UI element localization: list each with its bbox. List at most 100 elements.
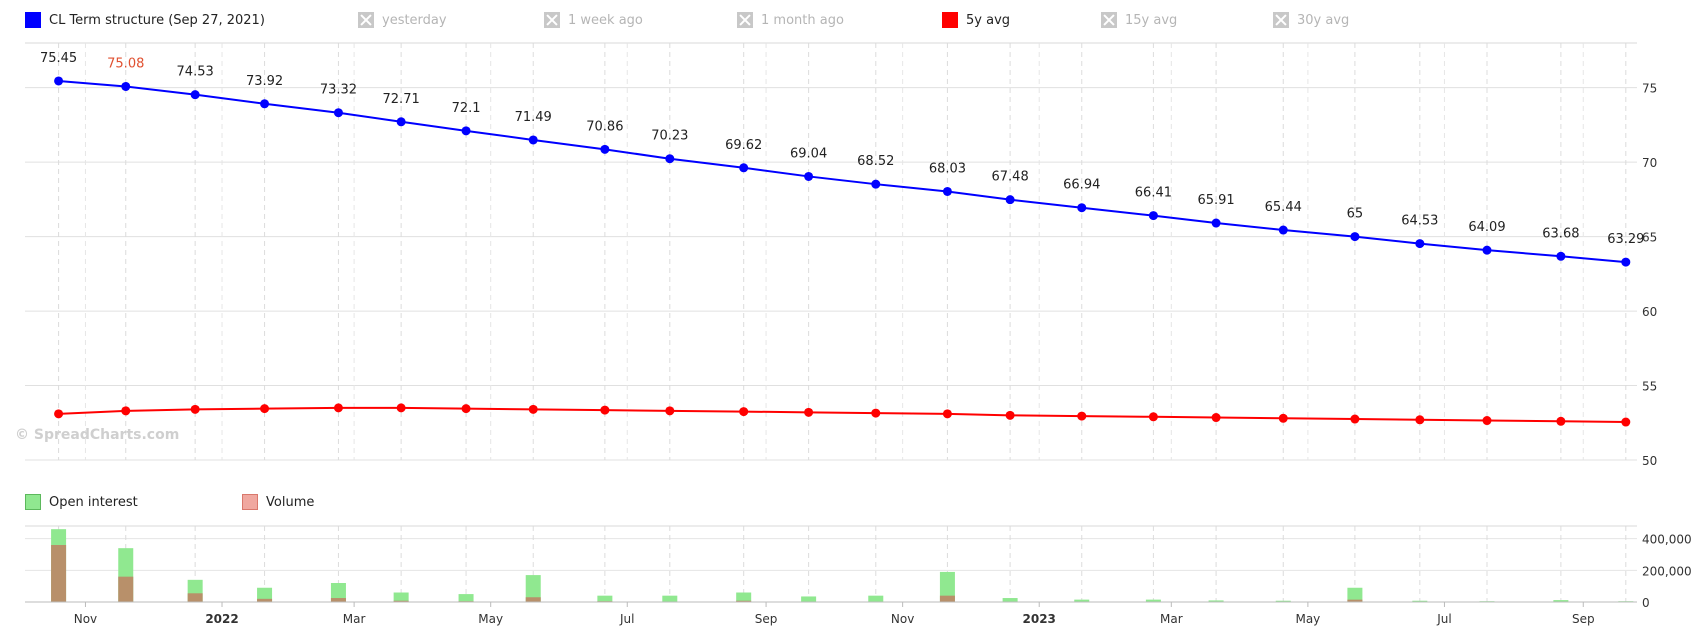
bar-y-tick-label: 200,000 [1642,564,1692,578]
data-label: 68.03 [929,161,966,176]
disabled-checkbox-icon [1101,12,1117,28]
legend-item-open-interest[interactable]: Open interest [25,494,138,510]
x-tick-label: Sep [1572,612,1595,626]
five-year-avg-point [942,409,952,419]
five-year-avg-point [1077,411,1087,421]
term-structure-point [260,99,270,109]
data-label: 75.45 [40,51,77,66]
legend-item-1[interactable]: yesterday [358,12,447,28]
legend-item-4[interactable]: 5y avg [942,12,1010,28]
data-label: 66.41 [1135,186,1172,201]
data-label: 64.53 [1401,214,1438,229]
five-year-avg-point [871,408,881,418]
open-interest-bar [1275,600,1291,602]
term-structure-point [121,81,131,91]
data-label: 65 [1347,207,1364,222]
data-label: 74.53 [177,65,214,80]
open-interest-bar [257,587,273,602]
legend-item-5[interactable]: 15y avg [1101,12,1177,28]
y-tick-label: 60 [1642,305,1657,319]
five-year-avg-point [54,409,64,419]
five-year-avg-point [260,404,270,414]
term-structure-point [739,163,749,173]
legend-label: 1 week ago [568,12,643,28]
five-year-avg-point [333,403,343,413]
term-structure-point [1148,211,1158,221]
open-interest-bar [1553,600,1569,602]
term-structure-point [528,135,538,145]
five-year-avg-point [396,403,406,413]
term-structure-point [804,171,814,181]
y-tick-label: 50 [1642,454,1657,468]
term-structure-point [600,144,610,154]
five-year-avg-point [600,405,610,415]
legend-item-volume[interactable]: Volume [242,494,314,510]
open-interest-bar [1412,600,1428,602]
volume-bar [330,598,346,602]
data-label: 70.23 [651,129,688,144]
data-label: 72.71 [383,92,420,107]
open-interest-bar [1002,598,1018,602]
term-structure-point [1077,203,1087,213]
data-label: 75.08 [107,56,144,71]
volume-bar [1347,599,1363,602]
y-tick-label: 55 [1642,380,1657,394]
legend-label: Volume [266,494,315,510]
legend-label: 30y avg [1297,12,1350,28]
five-year-avg-point [528,404,538,414]
open-interest-bar [868,595,884,602]
term-structure-point [1621,257,1631,267]
open-interest-bar [662,595,678,602]
data-label: 64.09 [1468,220,1505,235]
legend-swatch [242,494,258,510]
term-structure-point [665,154,675,164]
legend-label: 1 month ago [761,12,844,28]
five-year-avg-point [1278,413,1288,423]
x-tick-label: 2023 [1023,612,1056,626]
legend-item-2[interactable]: 1 week ago [544,12,643,28]
five-year-avg-line [58,406,1626,424]
open-interest-bar [393,592,409,602]
legend-item-3[interactable]: 1 month ago [737,12,844,28]
term-structure-point [190,90,200,100]
x-tick-label: Jul [1436,612,1451,626]
volume-bar [736,600,752,602]
data-label: 72.1 [452,101,481,116]
x-tick-label: Jul [619,612,634,626]
open-interest-bar [330,583,346,602]
legend-label: CL Term structure (Sep 27, 2021) [49,12,265,28]
five-year-avg-point [739,407,749,417]
five-year-avg-point [1482,416,1492,426]
open-interest-bar [458,594,474,602]
legend-item-0[interactable]: CL Term structure (Sep 27, 2021) [25,12,265,28]
data-label: 65.91 [1197,193,1234,208]
x-tick-label: Sep [755,612,778,626]
term-structure-point [1415,239,1425,249]
x-tick-label: Mar [343,612,366,626]
open-interest-bar [736,592,752,602]
legend-swatch [25,12,41,28]
open-interest-bar [525,575,541,602]
term-structure-point [1211,218,1221,228]
volume-bar [939,595,955,602]
data-label: 63.68 [1542,226,1579,241]
open-interest-bar [1145,599,1161,602]
data-label: 70.86 [586,119,623,134]
y-tick-label: 70 [1642,156,1657,170]
volume-bar [525,597,541,602]
data-label: 63.29 [1607,232,1644,247]
term-structure-point [396,117,406,127]
x-tick-label: Nov [74,612,97,626]
five-year-avg-point [1005,410,1015,420]
volume-bar [187,593,203,602]
data-label: 66.94 [1063,178,1100,193]
legend-item-6[interactable]: 30y avg [1273,12,1349,28]
data-label: 71.49 [515,110,552,125]
x-tick-label: Nov [891,612,914,626]
open-interest-bar [939,571,955,602]
bar-y-tick-label: 400,000 [1642,533,1692,547]
data-label: 73.32 [320,83,357,98]
legend-swatch [25,494,41,510]
term-structure-point [1350,232,1360,242]
x-tick-label: May [478,612,503,626]
